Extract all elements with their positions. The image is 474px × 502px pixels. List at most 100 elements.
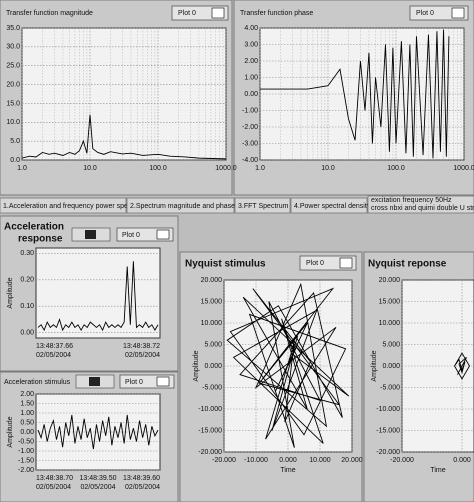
y-tick-label: -3.00 — [242, 140, 258, 147]
y-tick-label: 15.000 — [201, 298, 223, 305]
tab[interactable] — [290, 197, 368, 214]
x-tick-label: 1000.0 — [453, 165, 474, 172]
y-tick-label: 2.00 — [20, 391, 34, 398]
graph-title: Nyquist stimulus — [185, 259, 266, 270]
tab-bar: 1.Acceleration and frequency power spect… — [0, 195, 474, 214]
x-tick-label: 100.0 — [149, 165, 167, 172]
y-tick-label: 20.0 — [6, 81, 20, 88]
y-tick-label: 0.00 — [20, 429, 34, 436]
tab[interactable] — [0, 197, 127, 214]
y-tick-label: 1.50 — [20, 400, 34, 407]
y-axis-label: Amplitude — [371, 350, 378, 381]
y-tick-label: 5.0 — [10, 138, 20, 145]
time-label: 02/05/2004 — [125, 352, 160, 359]
legend[interactable]: Plot 0 — [409, 5, 469, 21]
trace — [37, 414, 159, 450]
x-axis-label: Time — [430, 467, 445, 474]
y-tick-label: 4.00 — [244, 25, 258, 32]
tool-icon — [89, 377, 100, 386]
y-tick-label: 10.000 — [379, 320, 401, 327]
legend-icon — [339, 257, 353, 269]
y-tick-label: 0.0 — [10, 157, 20, 164]
y-tick-label: 3.00 — [244, 41, 258, 48]
legend-icon — [451, 7, 465, 19]
x-tick-label: 10.000 — [309, 457, 331, 464]
legend-icon — [156, 229, 170, 240]
y-tick-label: 30.0 — [6, 44, 20, 51]
y-tick-label: 0.30 — [20, 250, 34, 257]
y-tick-label: 0.000 — [204, 363, 222, 370]
trace — [453, 352, 471, 380]
x-tick-label: 1.0 — [255, 165, 265, 172]
graph-title: Transfer function magnitude — [6, 10, 93, 17]
y-tick-label: -2.00 — [18, 467, 34, 474]
y-tick-label: 15.000 — [379, 298, 401, 305]
x-tick-label: 1.0 — [17, 165, 27, 172]
y-tick-label: -15.000 — [198, 427, 222, 434]
y-tick-label: 1.00 — [244, 74, 258, 81]
tab-label: 4.Power spectral density — [294, 203, 371, 210]
tool-icon — [85, 230, 96, 239]
y-tick-label: -20.000 — [376, 449, 400, 456]
y-tick-label: -10.000 — [376, 406, 400, 413]
y-tick-label: 20.000 — [379, 277, 401, 284]
legend-icon — [156, 376, 170, 387]
tab-label: cross nbxi and quimi double U struc — [371, 205, 474, 212]
graph-title: response — [18, 234, 63, 245]
y-tick-label: -1.00 — [242, 107, 258, 114]
tab[interactable] — [126, 197, 235, 214]
y-tick-label: -10.000 — [198, 406, 222, 413]
time-label: 02/05/2004 — [36, 484, 71, 491]
time-label: 13:48:38.70 — [36, 475, 73, 482]
y-tick-label: 35.0 — [6, 25, 20, 32]
graph-title: Acceleration stimulus — [4, 379, 71, 386]
palette[interactable]: Plot 0 — [71, 227, 174, 242]
legend-label: Plot 0 — [122, 232, 140, 239]
tab[interactable] — [234, 197, 291, 214]
y-tick-label: 1.00 — [20, 410, 34, 417]
time-label: 13:48:37.66 — [36, 343, 73, 350]
trace — [260, 29, 450, 159]
y-tick-label: -20.000 — [198, 449, 222, 456]
trace — [226, 282, 350, 448]
tab-label: 3.FFT Spectrum — [238, 203, 289, 210]
y-tick-label: 0.00 — [20, 330, 34, 337]
legend-icon — [211, 7, 225, 19]
y-tick-label: 0.00 — [244, 91, 258, 98]
y-tick-label: 0.20 — [20, 277, 34, 284]
time-label: 02/05/2004 — [36, 352, 71, 359]
y-tick-label: 15.0 — [6, 100, 20, 107]
y-tick-label: -4.00 — [242, 157, 258, 164]
time-label: 13:48:39.60 — [123, 475, 160, 482]
y-tick-label: 5.000 — [382, 341, 400, 348]
y-tick-label: 10.0 — [6, 119, 20, 126]
x-tick-label: 20.000 — [341, 457, 363, 464]
x-tick-label: 10.0 — [321, 165, 335, 172]
y-tick-label: -5.000 — [380, 384, 400, 391]
tab[interactable] — [367, 195, 474, 214]
time-label: 02/05/2004 — [80, 484, 115, 491]
x-tick-label: -10.000 — [244, 457, 268, 464]
plot-area — [35, 247, 161, 339]
trace — [22, 114, 226, 160]
legend[interactable]: Plot 0 — [171, 5, 229, 21]
y-tick-label: -0.50 — [18, 438, 34, 445]
time-label: 13:48:38.72 — [123, 343, 160, 350]
palette[interactable]: Plot 0 — [75, 374, 175, 389]
y-tick-label: -1.00 — [18, 448, 34, 455]
y-axis-label: Amplitude — [7, 277, 14, 308]
y-tick-label: 2.00 — [244, 58, 258, 65]
y-axis-label: Amplitude — [7, 416, 14, 447]
legend-label: Plot 0 — [178, 10, 196, 17]
legend[interactable]: Plot 0 — [299, 255, 357, 271]
time-label: 13:48:39.50 — [80, 475, 117, 482]
y-tick-label: -15.000 — [376, 427, 400, 434]
y-tick-label: 25.0 — [6, 63, 20, 70]
x-tick-label: 1000.0 — [215, 165, 237, 172]
x-tick-label: -20.000 — [390, 457, 414, 464]
graph-title: Acceleration — [4, 222, 64, 233]
y-tick-label: -5.000 — [202, 384, 222, 391]
graph-title: Transfer function phase — [240, 10, 313, 17]
x-tick-label: 10.0 — [83, 165, 97, 172]
tab-label: 2.Spectrum magnitude and phase — [130, 203, 235, 210]
